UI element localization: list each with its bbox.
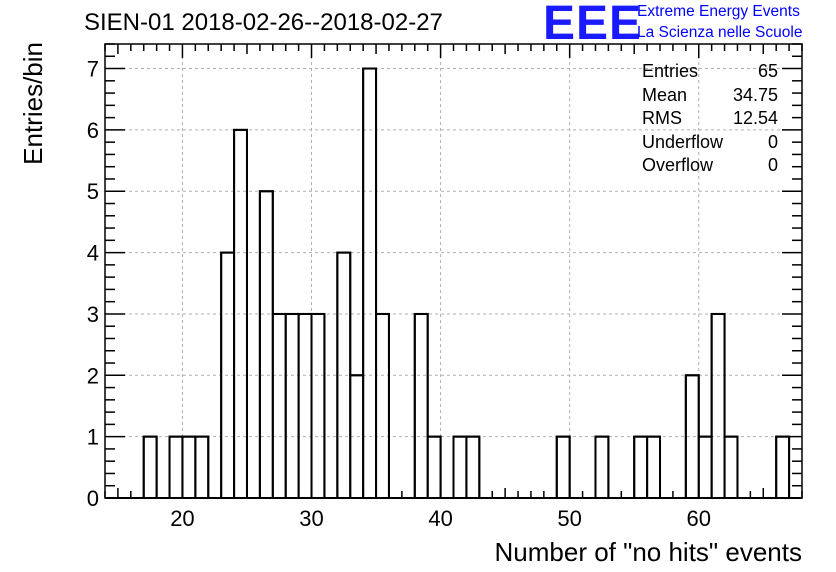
- histogram-bar: [594, 435, 610, 500]
- eee-logo: EEE: [543, 0, 643, 50]
- histogram-bar: [258, 190, 274, 499]
- histogram-bar: [555, 435, 571, 500]
- stat-value: 65: [757, 61, 778, 81]
- stat-label: Entries: [642, 61, 699, 81]
- stat-label: Overflow: [642, 155, 714, 175]
- logo-caption-line1: Extreme Energy Events: [637, 3, 800, 20]
- histogram-bar: [646, 435, 662, 500]
- stat-row-overflow: Overflow 0: [642, 154, 778, 178]
- axis-ticks: [104, 43, 803, 499]
- tick-labels: 20 30 40 50 60 0 1 2 3 4 5 6 7: [87, 57, 711, 531]
- x-axis-title: Number of "no hits" events: [495, 537, 803, 567]
- y-tick-label: 1: [87, 425, 99, 450]
- stat-label: Underflow: [642, 131, 724, 152]
- x-tick-label: 30: [299, 506, 323, 531]
- stat-label: Mean: [642, 84, 688, 105]
- histogram-bar: [710, 312, 726, 499]
- histogram-bar: [310, 312, 326, 499]
- stat-value: 0: [767, 155, 778, 175]
- x-tick-label: 20: [170, 506, 194, 531]
- x-tick-label: 50: [557, 506, 581, 531]
- histogram-bar: [168, 435, 184, 500]
- stat-row-underflow: Underflow 0: [642, 131, 778, 155]
- y-tick-label: 5: [87, 179, 99, 204]
- y-tick-label: 2: [87, 363, 99, 388]
- y-tick-label: 4: [87, 241, 99, 266]
- stat-value: 0: [767, 131, 778, 152]
- histogram-bar: [297, 312, 313, 499]
- y-tick-label: 0: [87, 486, 99, 511]
- histogram-bar: [452, 435, 468, 500]
- y-tick-label: 7: [87, 57, 99, 82]
- histogram-bar: [697, 435, 713, 500]
- histogram-bar: [375, 312, 390, 499]
- y-tick-label: 6: [87, 118, 99, 143]
- stat-row-mean: Mean 34.75: [642, 84, 778, 108]
- y-tick-label: 3: [87, 302, 99, 327]
- chart-title: SIEN-01 2018-02-26--2018-02-27: [84, 9, 443, 36]
- histogram-bar: [413, 312, 429, 499]
- x-tick-label: 40: [428, 506, 452, 531]
- logo-caption-line2: La Scienza nelle Scuole: [637, 24, 803, 41]
- histogram-bar: [426, 435, 442, 500]
- histogram-bar: [194, 435, 210, 500]
- stats-box: Entries 65 Mean 34.75 RMS 12.54 Underflo…: [642, 60, 778, 178]
- x-tick-label: 60: [686, 506, 710, 531]
- stat-label: RMS: [642, 108, 682, 128]
- stat-row-entries: Entries 65: [642, 60, 778, 84]
- histogram-bar: [271, 312, 287, 499]
- y-axis-title: Entries/bin: [18, 42, 48, 165]
- histogram-bar: [775, 435, 791, 500]
- histogram-bar: [362, 67, 378, 500]
- histogram-bar: [181, 435, 197, 500]
- histogram-bar: [633, 435, 649, 500]
- histogram-bar: [723, 435, 739, 500]
- histogram-bar: [284, 312, 300, 499]
- stat-value: 12.54: [732, 108, 778, 128]
- stat-row-rms: RMS 12.54: [642, 107, 778, 131]
- histogram-bar: [142, 435, 158, 500]
- histogram-bar: [465, 435, 481, 500]
- stat-value: 34.75: [732, 84, 778, 105]
